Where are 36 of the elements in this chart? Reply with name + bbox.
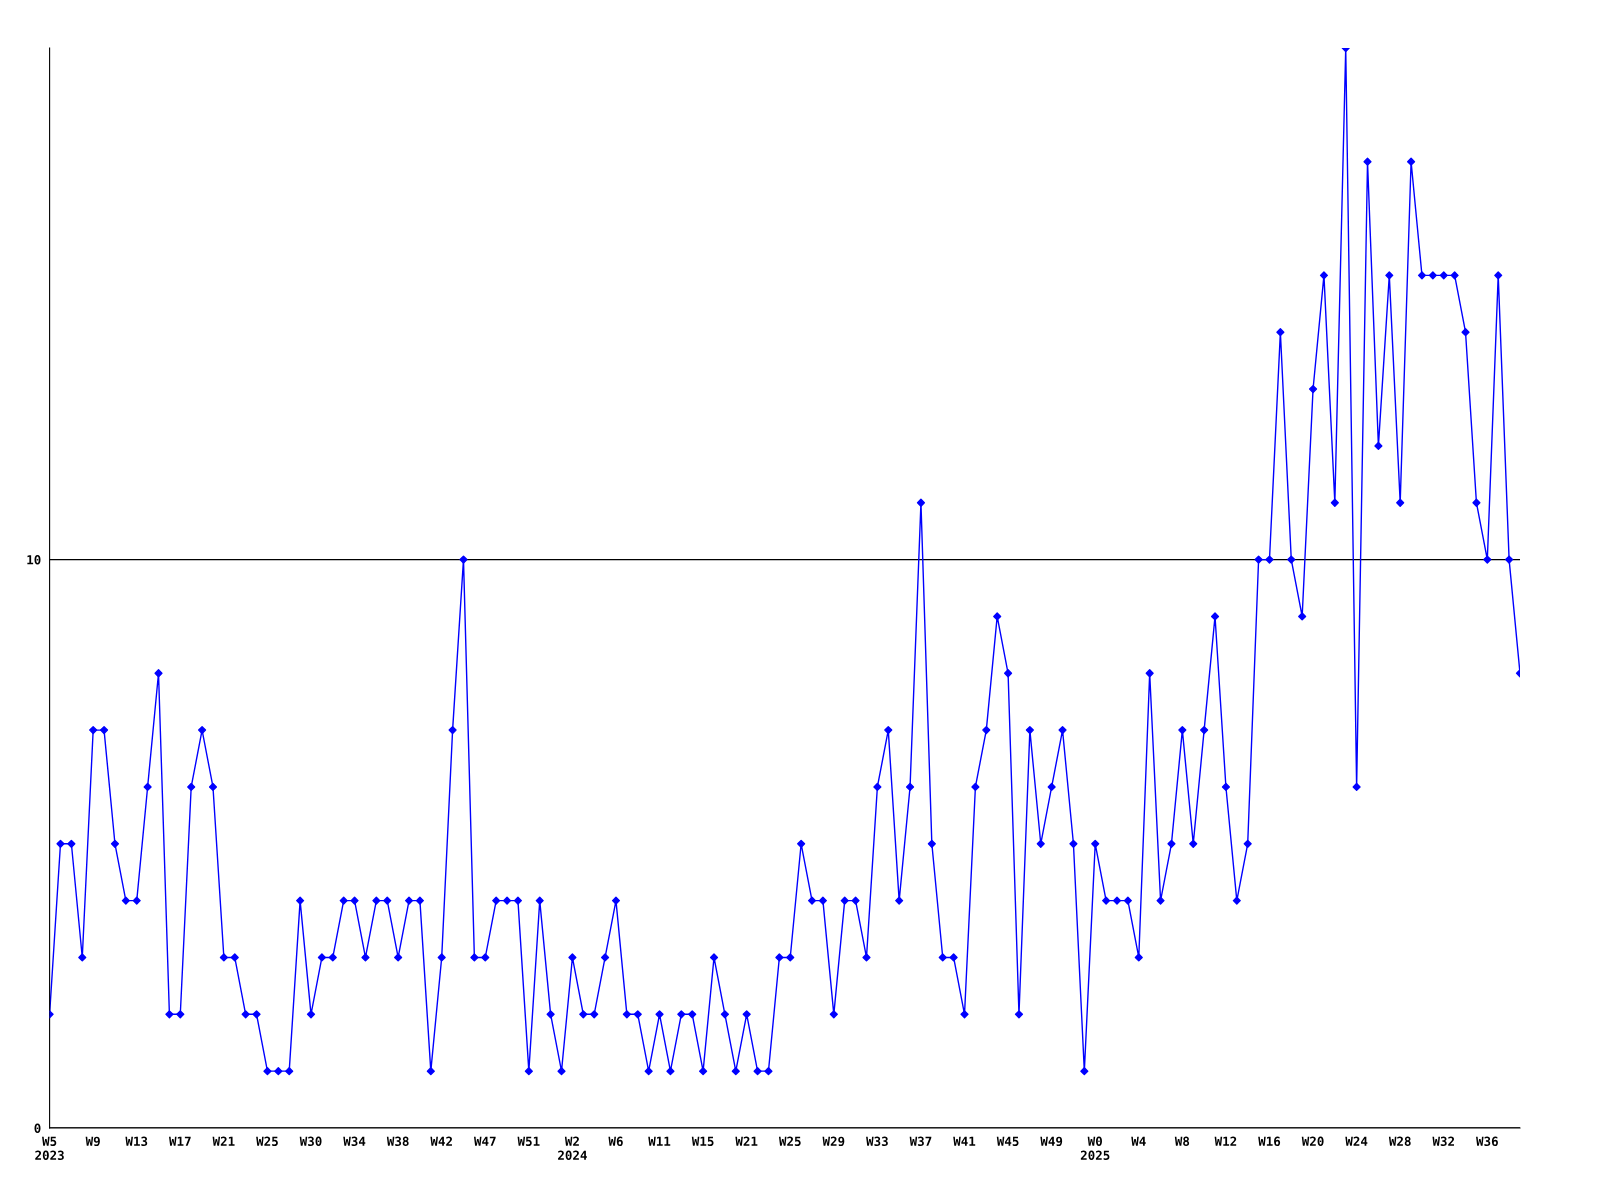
x-tick-label: W20: [1301, 1136, 1324, 1147]
x-tick-label: W6: [608, 1136, 623, 1147]
x-tick-label: W8: [1174, 1136, 1190, 1147]
x-tick-label: W9: [85, 1136, 100, 1147]
y-tick-label: 0: [34, 1123, 41, 1133]
x-tick-label: W41: [953, 1136, 976, 1146]
x-tick-label: W5 2023: [35, 1136, 64, 1161]
x-tick-label: W15: [691, 1136, 714, 1147]
x-tick-label: W42: [430, 1136, 452, 1146]
x-tick-label: W32: [1432, 1136, 1455, 1147]
x-tick-label: W34: [343, 1136, 366, 1147]
x-tick-label: W45: [996, 1136, 1019, 1147]
x-tick-label: W2 2024: [558, 1136, 587, 1161]
x-tick-label: W51: [517, 1136, 540, 1147]
x-tick-label: W49: [1040, 1136, 1063, 1147]
x-tick-label: W47: [473, 1136, 496, 1146]
x-tick-label: W0 2025: [1080, 1136, 1110, 1161]
x-tick-label: W30: [299, 1136, 322, 1147]
x-tick-label: W12: [1214, 1136, 1237, 1146]
x-tick-label: W21: [735, 1136, 758, 1146]
x-tick-label: W11: [648, 1136, 671, 1146]
x-tick-label: W25: [778, 1136, 801, 1147]
x-tick-label: W16: [1258, 1136, 1281, 1147]
x-tick-label: W38: [386, 1136, 409, 1147]
x-tick-label: W28: [1388, 1136, 1411, 1147]
x-tick-label: W13: [125, 1136, 148, 1147]
x-tick-label: W24: [1345, 1136, 1368, 1146]
x-tick-label: W4: [1131, 1136, 1146, 1146]
x-tick-label: W29: [822, 1136, 845, 1147]
x-tick-label: W21: [212, 1136, 235, 1146]
y-tick-label: 10: [27, 555, 41, 565]
x-tick-label: W17: [169, 1136, 191, 1146]
x-tick-label: W37: [909, 1136, 932, 1147]
x-tick-label: W33: [866, 1136, 888, 1147]
x-tick-label: W25: [256, 1136, 278, 1147]
x-tick-label: W36: [1476, 1136, 1498, 1147]
